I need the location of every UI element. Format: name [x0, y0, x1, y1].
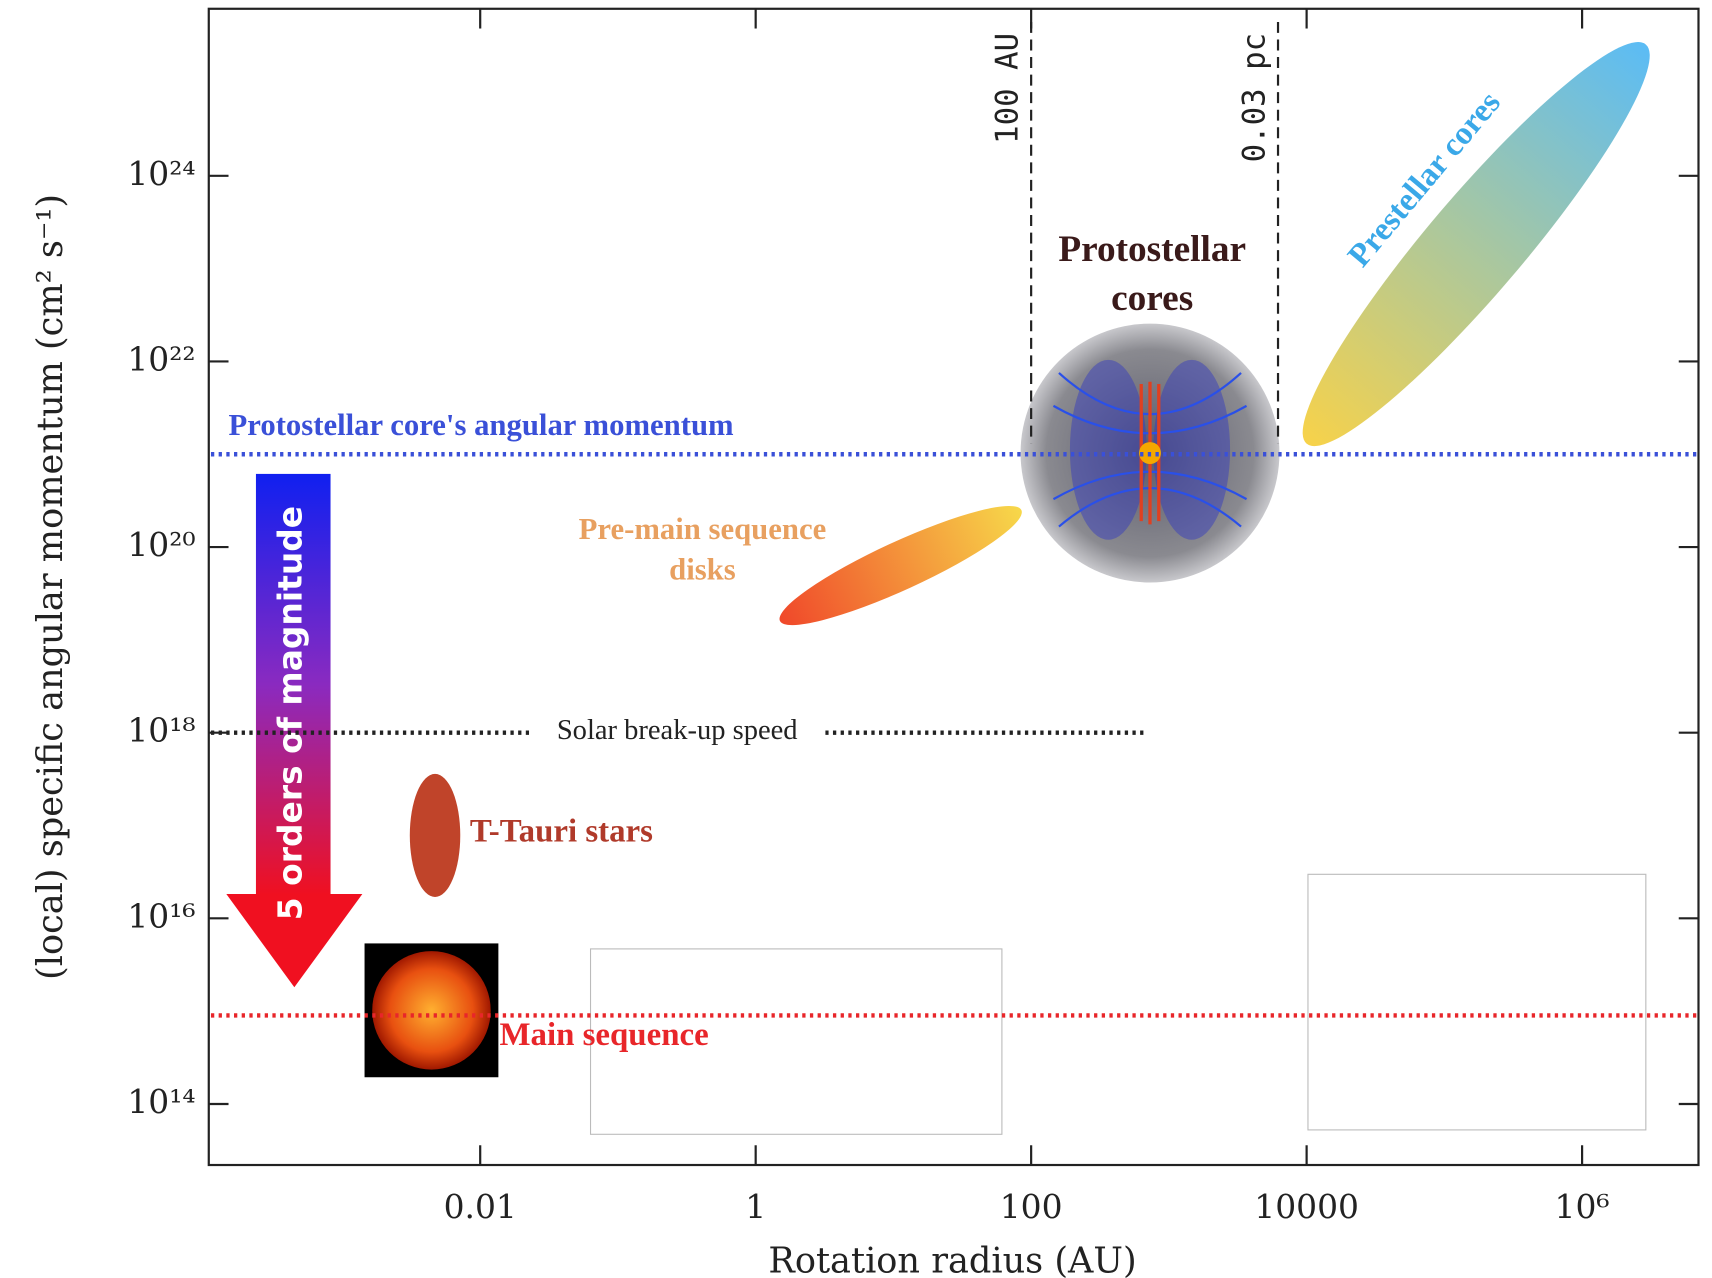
core-label: Protostellar: [1058, 229, 1246, 270]
x-tick-label: 10⁶: [1555, 1187, 1610, 1226]
x-tick-label: 1: [745, 1187, 766, 1226]
x-tick-label: 10000: [1254, 1187, 1359, 1226]
h-line-label: Main sequence: [499, 1017, 708, 1053]
y-tick-label: 10¹⁸: [127, 711, 195, 750]
region: [409, 773, 461, 897]
y-axis-title: (local) specific angular momentum (cm² s…: [30, 194, 71, 980]
v-line-label: 100 AU: [990, 33, 1026, 144]
y-tick-label: 10²⁴: [127, 154, 195, 193]
plot-frame: [207, 7, 1700, 1167]
y-tick-label: 10²²: [127, 339, 195, 378]
y-tick-label: 10¹⁶: [127, 896, 195, 935]
region: [1302, 42, 1650, 447]
v-line-label: 0.03 pc: [1237, 33, 1273, 162]
magnitude-arrow: [226, 473, 363, 988]
x-tick-label: 100: [1000, 1187, 1063, 1226]
h-line-label: Solar break-up speed: [557, 715, 798, 746]
y-tick-label: 10¹⁴: [127, 1082, 195, 1121]
sun-image: [364, 943, 499, 1078]
region-label: disks: [669, 553, 736, 587]
label-bg: [529, 715, 826, 751]
y-tick-label: 10²⁰: [127, 525, 195, 564]
empty-box: [1307, 873, 1647, 1131]
x-tick-label: 0.01: [444, 1187, 517, 1226]
region-label: Pre-main sequence: [579, 512, 827, 546]
region: [779, 505, 1022, 626]
empty-box: [589, 948, 1003, 1135]
core-label: cores: [1111, 278, 1193, 319]
region-label: T-Tauri stars: [470, 813, 653, 849]
x-axis-title: Rotation radius (AU): [768, 1241, 1136, 1278]
h-line-label: Protostellar core's angular momentum: [229, 408, 735, 442]
protostellar-illustration: [1020, 323, 1280, 583]
arrow-label: 5 orders of magnitude: [271, 506, 310, 920]
